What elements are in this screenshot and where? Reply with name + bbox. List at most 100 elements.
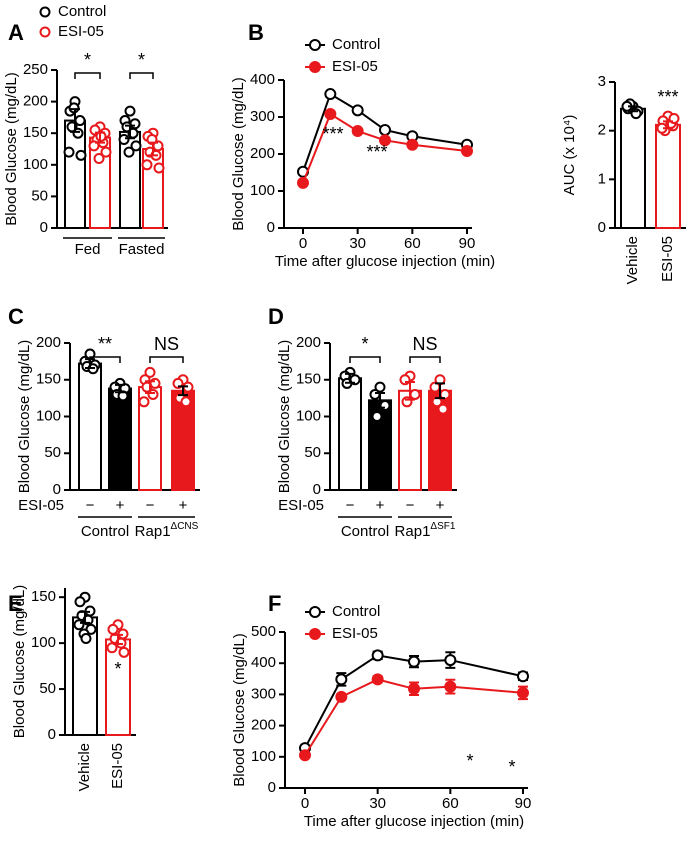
x-tick-label: − bbox=[406, 497, 415, 514]
data-point bbox=[118, 646, 130, 658]
panel-letter: E bbox=[8, 591, 23, 616]
series-marker bbox=[351, 125, 364, 138]
x-tick-label: 30 bbox=[349, 235, 366, 252]
x-tick-label: − bbox=[146, 497, 155, 514]
series-marker bbox=[371, 673, 384, 686]
series-marker bbox=[324, 88, 337, 101]
y-tick-label: 0 bbox=[598, 219, 606, 236]
y-axis-label: Blood Glucose (mg/dL) bbox=[11, 585, 28, 738]
group-label-superscript: ΔCNS bbox=[171, 521, 199, 532]
y-tick-label: 100 bbox=[23, 156, 48, 173]
legend-marker bbox=[39, 26, 51, 38]
series-marker bbox=[299, 749, 311, 762]
y-tick-label: 100 bbox=[31, 634, 56, 651]
y-tick-label: 250 bbox=[23, 61, 48, 78]
error-bar bbox=[178, 385, 188, 397]
y-tick-label: 50 bbox=[39, 680, 56, 697]
x-tick-label: + bbox=[116, 497, 125, 514]
data-point bbox=[74, 115, 86, 127]
error-bar bbox=[663, 120, 673, 130]
y-tick-label: 100 bbox=[251, 748, 276, 765]
series-line bbox=[304, 654, 524, 749]
data-point bbox=[123, 146, 135, 158]
annotation: *** bbox=[366, 142, 387, 162]
data-point bbox=[73, 619, 85, 631]
group-label: Rap1ΔCNS bbox=[135, 521, 199, 540]
panel-letter: C bbox=[8, 304, 24, 329]
y-tick-label: 0 bbox=[40, 219, 48, 236]
y-tick-label: 300 bbox=[250, 108, 275, 125]
y-tick-label: 50 bbox=[31, 187, 48, 204]
x-tick-label: 90 bbox=[459, 235, 476, 252]
annotation: *** bbox=[322, 124, 343, 144]
y-axis-label: Blood Glucose (mg/dL) bbox=[276, 340, 293, 493]
y-axis-label: AUC (x 10⁴) bbox=[561, 115, 578, 196]
y-tick-label: 400 bbox=[250, 71, 275, 88]
y-axis-label: Blood Glucose (mg/dL) bbox=[16, 340, 33, 493]
error-bar bbox=[145, 380, 155, 394]
annotation: * bbox=[508, 757, 515, 777]
series-marker bbox=[351, 104, 364, 117]
y-tick-label: 0 bbox=[53, 481, 61, 498]
significance-bracket bbox=[409, 356, 441, 363]
data-point bbox=[180, 396, 192, 408]
y-axis-label: Blood Glucose (mg/dL) bbox=[3, 72, 20, 225]
y-tick-label: 50 bbox=[304, 444, 321, 461]
x-tick-label: 60 bbox=[404, 235, 421, 252]
y-tick-label: 150 bbox=[31, 588, 56, 605]
series-marker bbox=[335, 690, 348, 703]
x-tick-label: + bbox=[179, 497, 188, 514]
panel-letter: A bbox=[8, 20, 24, 45]
annotation: ** bbox=[98, 334, 112, 354]
legend-marker bbox=[39, 6, 51, 18]
series-marker bbox=[335, 673, 348, 686]
x-axis-label: Time after glucose injection (min) bbox=[275, 253, 495, 270]
data-point bbox=[371, 411, 383, 422]
annotation: * bbox=[84, 50, 91, 70]
series-marker bbox=[371, 649, 384, 662]
data-point bbox=[437, 403, 449, 415]
significance-bracket bbox=[74, 72, 101, 79]
error-bar bbox=[375, 391, 385, 409]
y-tick-label: 400 bbox=[251, 654, 276, 671]
x-axis-label: Time after glucose injection (min) bbox=[304, 813, 524, 830]
bar bbox=[78, 362, 102, 491]
x-tick-label: Vehicle bbox=[76, 743, 93, 791]
group-label-text: Control bbox=[81, 523, 129, 540]
series-marker bbox=[379, 123, 391, 136]
x-tick-label: Fasted bbox=[119, 241, 165, 258]
series-line bbox=[302, 112, 468, 184]
group-label-text: Rap1 bbox=[395, 523, 431, 540]
error-bar bbox=[113, 633, 123, 646]
series-marker bbox=[517, 670, 529, 683]
x-tick-label: Vehicle bbox=[624, 236, 641, 284]
series-line bbox=[304, 678, 524, 756]
y-tick-label: 300 bbox=[251, 685, 276, 702]
y-tick-label: 100 bbox=[250, 182, 275, 199]
data-point bbox=[75, 149, 87, 161]
error-bar bbox=[125, 124, 135, 140]
data-point bbox=[63, 146, 75, 158]
series-marker bbox=[406, 138, 419, 151]
group-label-superscript: ΔSF1 bbox=[430, 521, 455, 532]
data-point bbox=[80, 633, 92, 645]
legend-marker bbox=[309, 61, 321, 73]
annotation: * bbox=[466, 751, 473, 771]
series-marker bbox=[444, 654, 457, 667]
series-marker bbox=[379, 134, 391, 147]
data-point bbox=[106, 642, 118, 654]
x-tick-label: + bbox=[436, 497, 445, 514]
legend-label: ESI-05 bbox=[58, 23, 104, 40]
error-bar bbox=[405, 380, 415, 401]
x-tick-label: + bbox=[376, 497, 385, 514]
series-marker bbox=[297, 176, 309, 189]
y-tick-label: 200 bbox=[296, 334, 321, 351]
group-label-text: Control bbox=[341, 523, 389, 540]
significance-bracket bbox=[89, 356, 121, 363]
significance-bracket bbox=[349, 356, 381, 363]
x-tick-label: − bbox=[86, 497, 95, 514]
y-tick-label: 50 bbox=[44, 444, 61, 461]
y-tick-label: 500 bbox=[251, 623, 276, 640]
x-tick-label: 60 bbox=[442, 795, 459, 812]
bar bbox=[620, 107, 646, 229]
